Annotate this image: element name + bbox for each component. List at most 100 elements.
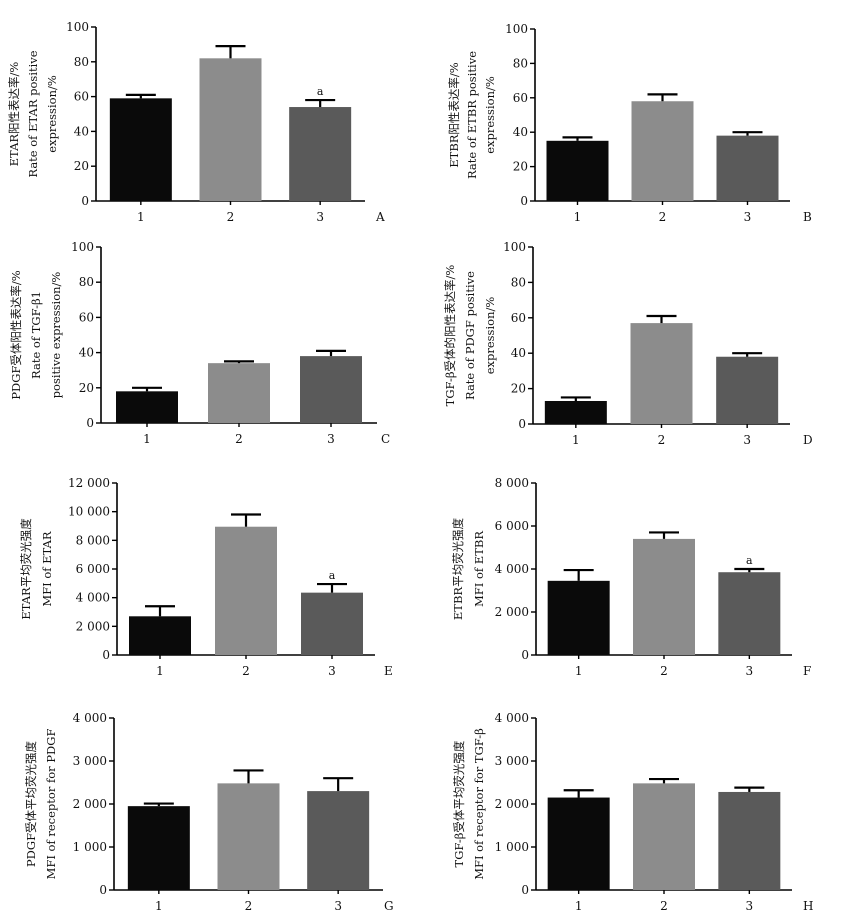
bar-3 (716, 356, 779, 424)
panel-letter: G (384, 899, 394, 913)
panel-letter: F (803, 664, 811, 678)
bar-1 (129, 616, 191, 655)
y-axis-label: expression/% (483, 76, 497, 154)
x-tick-label: 2 (235, 432, 243, 446)
y-tick-label: 100 (505, 22, 528, 36)
bar-2 (631, 101, 694, 201)
y-tick-label: 1 000 (73, 840, 107, 854)
y-tick-label: 0 (99, 883, 107, 897)
y-axis-label: ETBR平均荧光强度 (451, 517, 465, 620)
bar-3 (300, 356, 362, 423)
bar-2 (633, 783, 695, 890)
y-tick-label: 2 000 (73, 797, 107, 811)
y-tick-label: 0 (102, 648, 110, 662)
y-tick-label: 8 000 (76, 533, 110, 547)
y-tick-label: 40 (513, 125, 528, 139)
y-tick-label: 80 (74, 55, 89, 69)
y-tick-label: 60 (513, 91, 528, 105)
x-tick-label: 1 (137, 210, 145, 224)
bar-2 (217, 783, 280, 890)
y-tick-label: 20 (74, 159, 89, 173)
y-axis-label: TGF-β受体的阳性表达率/% (443, 265, 457, 407)
y-tick-label: 20 (79, 381, 94, 395)
y-axis-label: ETBR阳性表达率/% (447, 62, 461, 168)
x-tick-label: 3 (743, 433, 751, 447)
x-tick-label: 3 (328, 664, 336, 678)
x-tick-label: 2 (245, 899, 253, 913)
bar-1 (546, 140, 609, 201)
x-tick-label: 2 (227, 210, 235, 224)
chart-panel-g: 0 1 000 2 000 3 000 4 000 1 2 3 G PDGF受体平均荧光强度 MFI… (24, 711, 394, 913)
y-axis-label: Rate of TGF-β1 (29, 291, 43, 379)
chart-panel-b: 0 20 40 60 80 100 1 2 3 B ETBR阳性表达率/% Rate of ETBR … (447, 22, 812, 224)
y-tick-label: 40 (74, 124, 89, 138)
y-tick-label: 1 000 (495, 840, 529, 854)
x-tick-label: 3 (316, 210, 324, 224)
y-tick-label: 8 000 (495, 476, 529, 490)
x-tick-label: 1 (156, 664, 164, 678)
panel-letter: E (384, 664, 393, 678)
y-axis-label: MFI of receptor for PDGF (44, 729, 58, 880)
y-tick-label: 12 000 (68, 476, 110, 490)
y-tick-label: 2 000 (76, 619, 110, 633)
y-axis-label: positive expression/% (49, 272, 63, 399)
x-tick-label: 1 (575, 899, 583, 913)
x-tick-label: 2 (242, 664, 250, 678)
bar-3 (718, 791, 781, 890)
x-tick-label: 2 (658, 433, 666, 447)
bar-1 (127, 806, 190, 890)
y-tick-label: 0 (521, 883, 529, 897)
y-axis-label: PDGF受体平均荧光强度 (24, 740, 38, 867)
panel-letter: D (803, 433, 813, 447)
x-tick-label: 1 (572, 433, 580, 447)
bar-1 (547, 797, 610, 890)
significance-label: a (317, 85, 324, 98)
y-tick-label: 40 (79, 346, 94, 360)
chart-panel-h: 0 1 000 2 000 3 000 4 000 1 2 3 H TGF-β受体平均荧光强度 MF… (452, 711, 813, 913)
y-tick-label: 4 000 (495, 711, 529, 725)
x-tick-label: 2 (660, 664, 668, 678)
x-tick-label: 3 (746, 664, 754, 678)
panel-letter: B (803, 210, 812, 224)
y-tick-label: 6 000 (76, 562, 110, 576)
y-axis-label: TGF-β受体平均荧光强度 (452, 740, 466, 867)
y-tick-label: 0 (86, 416, 94, 430)
y-tick-label: 100 (71, 240, 94, 254)
x-tick-label: 2 (659, 210, 667, 224)
bar-3 (307, 791, 370, 890)
x-tick-label: 1 (575, 664, 583, 678)
x-tick-label: 2 (660, 899, 668, 913)
y-tick-label: 100 (503, 240, 526, 254)
bar-2 (633, 538, 695, 655)
bar-1 (109, 98, 172, 201)
y-tick-label: 80 (79, 275, 94, 289)
y-tick-label: 3 000 (73, 754, 107, 768)
panel-letter: A (375, 210, 385, 224)
x-tick-label: 1 (155, 899, 163, 913)
y-tick-label: 4 000 (73, 711, 107, 725)
y-tick-label: 20 (513, 160, 528, 174)
y-tick-label: 4 000 (495, 562, 529, 576)
y-tick-label: 60 (74, 90, 89, 104)
y-tick-label: 10 000 (68, 505, 110, 519)
x-tick-label: 3 (744, 210, 752, 224)
y-axis-label: ETAR平均荧光强度 (19, 518, 33, 620)
bar-3 (718, 572, 781, 655)
y-tick-label: 60 (79, 310, 94, 324)
y-axis-label: expression/% (45, 75, 59, 153)
x-tick-label: 3 (334, 899, 342, 913)
y-tick-label: 0 (518, 417, 526, 431)
y-axis-label: Rate of ETAR positive (26, 50, 40, 177)
y-tick-label: 60 (511, 311, 526, 325)
y-tick-label: 3 000 (495, 754, 529, 768)
y-tick-label: 4 000 (76, 591, 110, 605)
y-axis-label: MFI of ETAR (40, 531, 54, 607)
bar-1 (116, 391, 178, 423)
panel-letter: C (381, 432, 390, 446)
y-axis-label: expression/% (483, 297, 497, 375)
y-tick-label: 0 (81, 194, 89, 208)
chart-panel-a: 0 20 40 60 80 100 1 2 3 a A ETAR阳性表达率/% Rate of ETAR… (7, 20, 385, 224)
y-axis-label: Rate of PDGF positive (463, 271, 477, 400)
x-tick-label: 1 (574, 210, 582, 224)
y-tick-label: 0 (521, 648, 529, 662)
